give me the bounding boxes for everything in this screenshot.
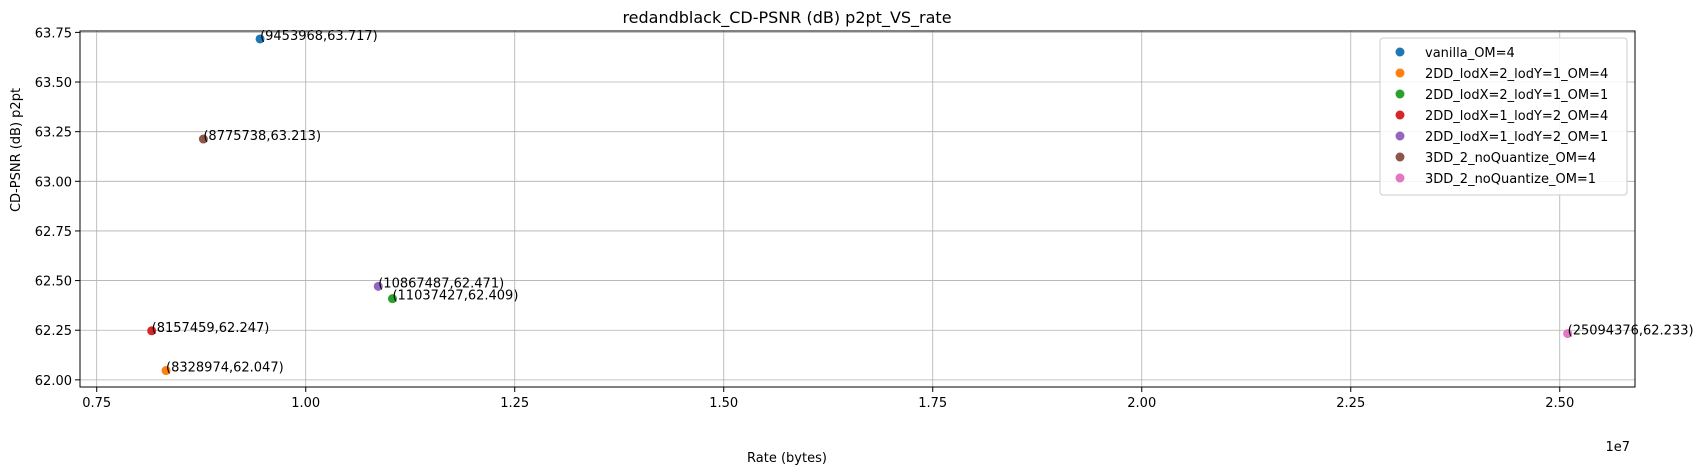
data-label: (8775738,63.213) xyxy=(203,129,321,144)
x-tick-label: 1.25 xyxy=(500,396,529,411)
legend-entry: 3DD_2_noQuantize_OM=1 xyxy=(1425,172,1596,187)
y-axis-label: CD-PSNR (dB) p2pt xyxy=(9,88,24,212)
data-point xyxy=(1563,329,1573,339)
data-labels: (9453968,63.717) (8328974,62.047) (1103742… xyxy=(152,29,1694,376)
legend-entry: 3DD_2_noQuantize_OM=4 xyxy=(1425,151,1596,166)
legend-entry: 2DD_lodX=1_lodY=2_OM=1 xyxy=(1425,130,1608,145)
data-label: (11037427,62.409) xyxy=(392,289,518,304)
legend-entry: 2DD_lodX=1_lodY=2_OM=4 xyxy=(1425,109,1608,124)
data-point xyxy=(373,281,383,291)
legend-entry: vanilla_OM=4 xyxy=(1425,46,1515,61)
legend: vanilla_OM=4 2DD_lodX=2_lodY=1_OM=4 2DD_lo… xyxy=(1379,37,1628,196)
x-tick-label: 2.00 xyxy=(1127,396,1156,411)
legend-marker xyxy=(1395,152,1405,162)
y-tick-label: 62.50 xyxy=(35,275,72,290)
data-point xyxy=(161,366,171,376)
data-points xyxy=(147,34,1573,376)
axes: 0.75 1.00 1.25 1.50 1.75 2.00 2.25 2.50 62.00 62.… xyxy=(35,26,1574,411)
x-axis-label: Rate (bytes) xyxy=(747,451,827,466)
y-tick-label: 63.50 xyxy=(35,76,72,91)
plot-frame xyxy=(79,30,1636,388)
legend-entry: 2DD_lodX=2_lodY=1_OM=4 xyxy=(1425,67,1608,82)
legend-marker xyxy=(1395,173,1405,183)
data-label: (8157459,62.247) xyxy=(152,321,270,336)
y-tick-label: 63.75 xyxy=(35,26,72,41)
data-point xyxy=(387,294,397,304)
x-tick-label: 2.50 xyxy=(1545,396,1574,411)
chart-title: redandblack_CD-PSNR (dB) p2pt_VS_rate xyxy=(622,8,951,28)
data-point xyxy=(198,134,208,144)
y-tick-label: 62.00 xyxy=(35,374,72,389)
legend-marker xyxy=(1395,68,1405,78)
data-label: (25094376,62.233) xyxy=(1568,324,1694,339)
x-tick-label: 2.25 xyxy=(1336,396,1365,411)
x-tick-label: 1.00 xyxy=(291,396,320,411)
legend-entry: 2DD_lodX=2_lodY=1_OM=1 xyxy=(1425,88,1608,103)
x-axis-offset-label: 1e7 xyxy=(1605,440,1630,455)
y-tick-label: 63.25 xyxy=(35,126,72,141)
x-tick-label: 0.75 xyxy=(82,396,111,411)
legend-marker xyxy=(1395,110,1405,120)
legend-marker xyxy=(1395,47,1405,57)
data-label: (8328974,62.047) xyxy=(166,361,284,376)
x-tick-label: 1.75 xyxy=(918,396,947,411)
legend-marker xyxy=(1395,89,1405,99)
data-label: (9453968,63.717) xyxy=(260,29,378,44)
legend-marker xyxy=(1395,131,1405,141)
y-tick-label: 63.00 xyxy=(35,175,72,190)
data-point xyxy=(147,326,157,336)
data-point xyxy=(255,34,265,44)
legend-box xyxy=(1379,37,1628,196)
grid-lines xyxy=(80,31,1635,387)
x-tick-label: 1.50 xyxy=(709,396,738,411)
data-label: (10867487,62.471) xyxy=(378,276,504,291)
y-tick-label: 62.75 xyxy=(35,225,72,240)
y-tick-label: 62.25 xyxy=(35,324,72,339)
